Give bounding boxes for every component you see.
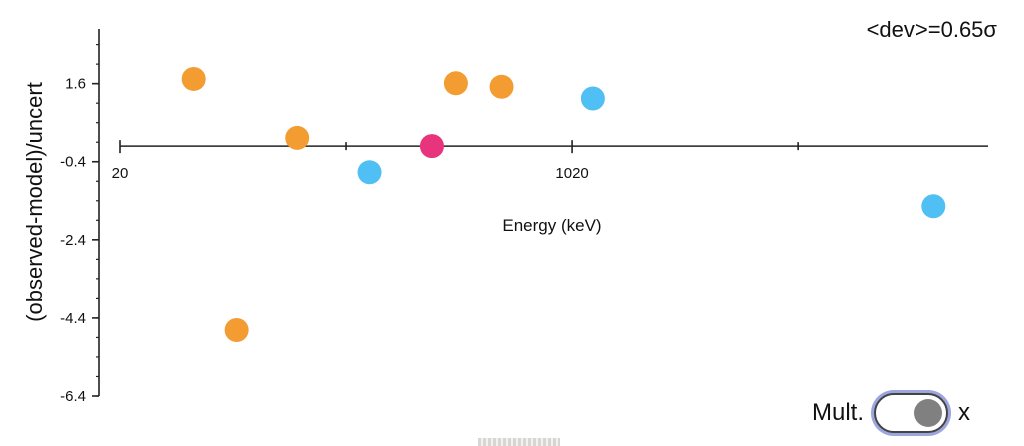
data-point-pink <box>419 134 444 159</box>
data-point-orange <box>224 318 249 343</box>
dev-annotation: <dev>=0.65σ <box>867 17 998 42</box>
y-axis: 1.6 -0.4 -2.4 -4.4 -6.4 <box>60 29 100 405</box>
y-tick-label: -2.4 <box>60 232 86 249</box>
x-tick-label: 20 <box>112 165 129 182</box>
mult-toggle-switch[interactable] <box>874 393 949 433</box>
mult-label: Mult. <box>812 399 865 426</box>
x-axis-title: Energy (keV) <box>502 216 601 235</box>
data-point-blue <box>357 160 382 185</box>
data-point-blue <box>921 194 946 219</box>
y-tick-label: -4.4 <box>60 310 86 327</box>
x-tick-label: 1020 <box>555 165 588 182</box>
data-points <box>181 66 946 343</box>
toggle-knob <box>914 399 943 427</box>
x-label: x <box>958 399 971 426</box>
resize-grip[interactable] <box>478 438 560 446</box>
y-tick-label: -0.4 <box>60 154 86 171</box>
mult-toggle-group: Mult. x <box>812 388 970 438</box>
data-point-orange <box>181 66 206 91</box>
data-point-orange <box>443 71 468 96</box>
y-axis-title: (observed-model)/uncert <box>22 82 47 322</box>
data-point-blue <box>580 86 605 111</box>
data-point-orange <box>285 125 310 150</box>
y-tick-label: 1.6 <box>65 76 86 93</box>
data-point-orange <box>489 74 514 99</box>
x-axis: 20 1020 <box>112 140 988 182</box>
y-tick-label: -6.4 <box>60 388 86 405</box>
